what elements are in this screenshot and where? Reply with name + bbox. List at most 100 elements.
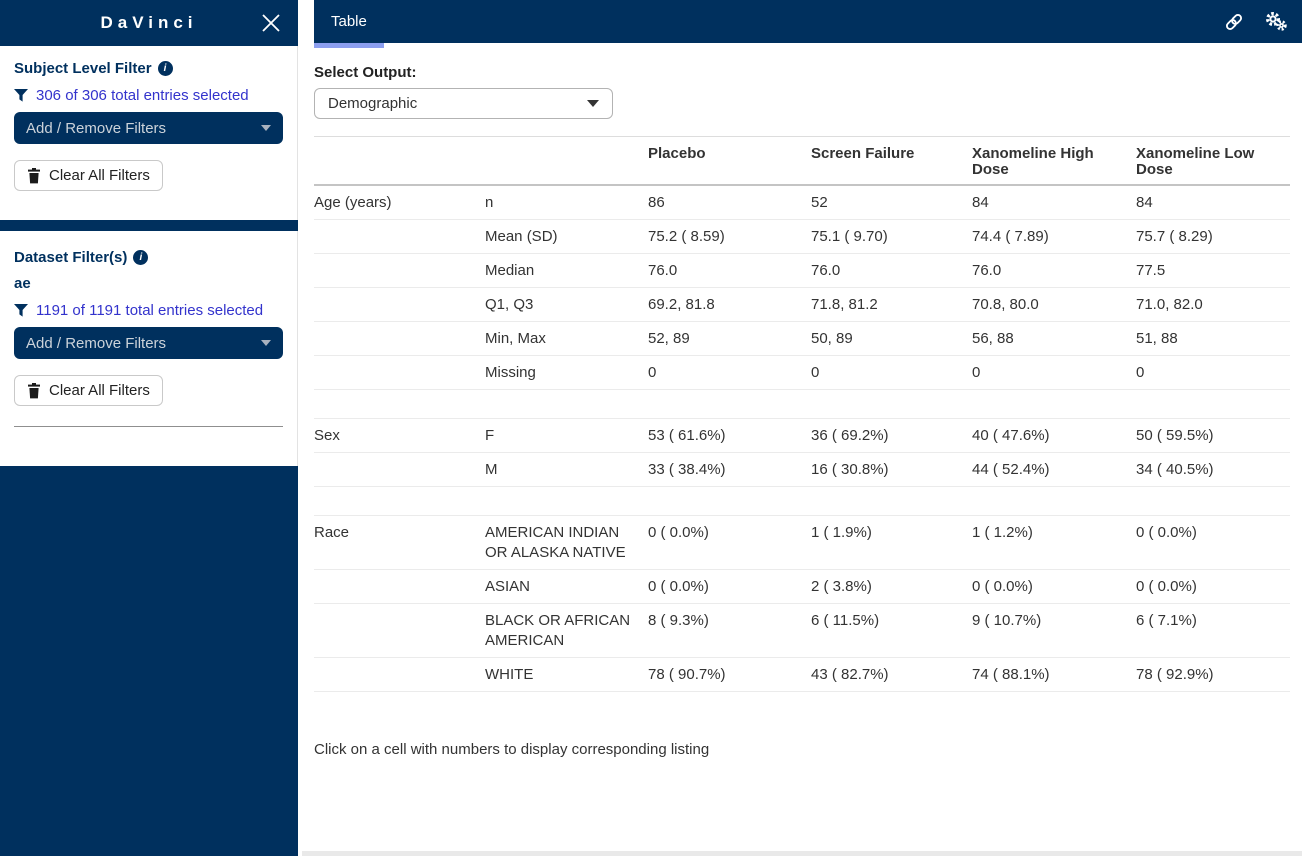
value-cell[interactable]: 1 ( 1.9%) [811, 515, 972, 570]
value-cell[interactable]: 16 ( 30.8%) [811, 452, 972, 487]
value-cell[interactable]: 0 [972, 355, 1136, 390]
value-cell[interactable]: 1 ( 1.2%) [972, 515, 1136, 570]
value-cell[interactable]: 6 ( 11.5%) [811, 603, 972, 658]
stat-cell: ASIAN [485, 569, 648, 604]
value-cell[interactable]: 53 ( 61.6%) [648, 418, 811, 453]
value-cell[interactable]: 86 [648, 185, 811, 220]
close-icon[interactable] [258, 10, 284, 36]
subject-clear-all-filters-button[interactable]: Clear All Filters [14, 160, 163, 191]
dataset-filter-section: Dataset Filter(s) i ae 1191 of 1191 tota… [0, 231, 298, 466]
stat-cell: M [485, 452, 648, 487]
subject-add-remove-filters-dropdown[interactable]: Add / Remove Filters [14, 112, 283, 144]
value-cell[interactable]: 0 ( 0.0%) [1136, 569, 1290, 604]
value-cell[interactable]: 69.2, 81.8 [648, 287, 811, 322]
value-cell[interactable]: 33 ( 38.4%) [648, 452, 811, 487]
value-cell[interactable]: 74 ( 88.1%) [972, 657, 1136, 692]
dataset-add-remove-filters-dropdown[interactable]: Add / Remove Filters [14, 327, 283, 359]
dropdown-label: Add / Remove Filters [26, 119, 167, 137]
value-cell[interactable]: 74.4 ( 7.89) [972, 219, 1136, 254]
tab-table[interactable]: Table [314, 0, 384, 48]
sidebar-divider [14, 426, 283, 427]
group-cell: Sex [314, 418, 485, 453]
sidebar-section-divider [0, 220, 298, 231]
tab-label: Table [331, 13, 367, 30]
value-cell[interactable]: 0 ( 0.0%) [1136, 515, 1290, 570]
spacer-cell [648, 389, 811, 419]
output-select[interactable]: Demographic [314, 88, 613, 119]
value-cell[interactable]: 84 [972, 185, 1136, 220]
dataset-filter-title: Dataset Filter(s) i [14, 249, 283, 266]
info-icon[interactable]: i [157, 61, 173, 76]
value-cell[interactable]: 0 ( 0.0%) [648, 569, 811, 604]
value-cell[interactable]: 51, 88 [1136, 321, 1290, 356]
value-cell[interactable]: 0 [1136, 355, 1290, 390]
link-icon[interactable] [1222, 10, 1246, 34]
value-cell[interactable]: 56, 88 [972, 321, 1136, 356]
value-cell[interactable]: 76.0 [811, 253, 972, 288]
table-row: ASIAN 0 ( 0.0%) 2 ( 3.8%) 0 ( 0.0%) 0 ( 0.0%… [314, 569, 1290, 604]
value-cell[interactable]: 50, 89 [811, 321, 972, 356]
value-cell[interactable]: 78 ( 92.9%) [1136, 657, 1290, 692]
spacer-cell [485, 486, 648, 516]
value-cell[interactable]: 2 ( 3.8%) [811, 569, 972, 604]
content: Select Output: Demographic Placebo Screen… [298, 43, 1302, 758]
info-icon[interactable]: i [133, 250, 149, 265]
spacer-cell [1136, 486, 1290, 516]
value-cell[interactable]: 43 ( 82.7%) [811, 657, 972, 692]
group-cell [314, 253, 485, 288]
value-cell[interactable]: 0 [648, 355, 811, 390]
value-cell[interactable]: 0 ( 0.0%) [972, 569, 1136, 604]
subject-filter-summary[interactable]: 306 of 306 total entries selected [14, 87, 283, 104]
spacer-cell [314, 389, 485, 419]
dataset-filter-summary[interactable]: 1191 of 1191 total entries selected [14, 302, 283, 319]
value-cell[interactable]: 84 [1136, 185, 1290, 220]
dataset-clear-all-filters-button[interactable]: Clear All Filters [14, 375, 163, 406]
value-cell[interactable]: 75.7 ( 8.29) [1136, 219, 1290, 254]
trash-icon [28, 382, 40, 398]
column-header: Placebo [648, 136, 811, 186]
value-cell[interactable]: 34 ( 40.5%) [1136, 452, 1290, 487]
topbar-icons [1222, 10, 1302, 34]
value-cell[interactable]: 70.8, 80.0 [972, 287, 1136, 322]
stat-cell: Q1, Q3 [485, 287, 648, 322]
value-cell[interactable]: 76.0 [972, 253, 1136, 288]
sidebar-header: DaVinci [0, 0, 298, 46]
gears-icon[interactable] [1264, 10, 1288, 34]
stat-cell: Missing [485, 355, 648, 390]
value-cell[interactable]: 6 ( 7.1%) [1136, 603, 1290, 658]
horizontal-scrollbar[interactable] [302, 851, 1302, 856]
clear-button-label: Clear All Filters [49, 382, 150, 399]
value-cell[interactable]: 78 ( 90.7%) [648, 657, 811, 692]
value-cell[interactable]: 75.1 ( 9.70) [811, 219, 972, 254]
value-cell[interactable]: 77.5 [1136, 253, 1290, 288]
value-cell[interactable]: 71.0, 82.0 [1136, 287, 1290, 322]
value-cell[interactable]: 75.2 ( 8.59) [648, 219, 811, 254]
value-cell[interactable]: 0 ( 0.0%) [648, 515, 811, 570]
dropdown-label: Add / Remove Filters [26, 334, 167, 352]
spacer-cell [485, 389, 648, 419]
spacer-cell [972, 486, 1136, 516]
value-cell[interactable]: 36 ( 69.2%) [811, 418, 972, 453]
value-cell[interactable]: 76.0 [648, 253, 811, 288]
group-cell [314, 355, 485, 390]
value-cell[interactable]: 8 ( 9.3%) [648, 603, 811, 658]
value-cell[interactable]: 0 [811, 355, 972, 390]
chevron-down-icon [261, 125, 271, 131]
group-cell [314, 321, 485, 356]
spacer-row [314, 389, 1290, 419]
value-cell[interactable]: 40 ( 47.6%) [972, 418, 1136, 453]
value-cell[interactable]: 9 ( 10.7%) [972, 603, 1136, 658]
value-cell[interactable]: 50 ( 59.5%) [1136, 418, 1290, 453]
table-row: M 33 ( 38.4%) 16 ( 30.8%) 44 ( 52.4%) 34 ( 4… [314, 452, 1290, 487]
value-cell[interactable]: 44 ( 52.4%) [972, 452, 1136, 487]
value-cell[interactable]: 71.8, 81.2 [811, 287, 972, 322]
value-cell[interactable]: 52, 89 [648, 321, 811, 356]
group-cell [314, 603, 485, 658]
value-cell[interactable]: 52 [811, 185, 972, 220]
clear-button-label: Clear All Filters [49, 167, 150, 184]
demographics-table: Placebo Screen Failure Xanomeline High Dos… [314, 136, 1290, 692]
column-header [485, 136, 648, 186]
top-navbar: Table [314, 0, 1302, 48]
subject-filter-section: Subject Level Filter i 306 of 306 total … [0, 46, 298, 220]
